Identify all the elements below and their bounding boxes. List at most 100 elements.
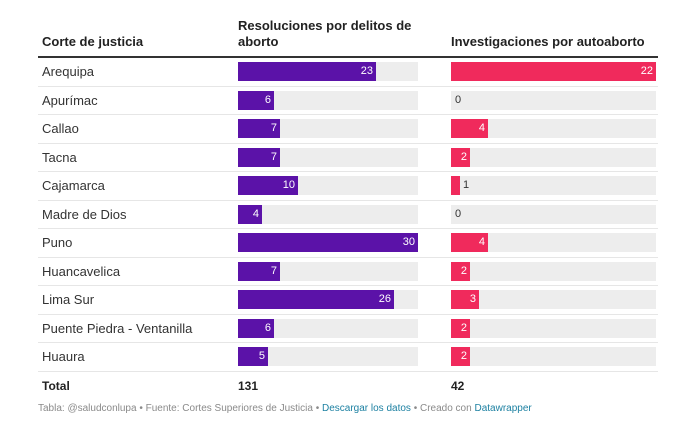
header-resoluciones[interactable]: Resoluciones por delitos de aborto [238,18,412,49]
corte-name: Lima Sur [42,292,95,307]
table-row: Apurímac 6 0 [38,87,658,115]
investigaciones-track: 0 [451,204,656,224]
investigaciones-track: 2 [451,347,656,366]
resoluciones-track: 7 [238,261,418,281]
resoluciones-bar [238,233,418,252]
corte-name: Cajamarca [42,178,105,193]
total-label: Total [42,378,70,393]
header-corte[interactable]: Corte de justicia [42,34,144,49]
corte-name: Arequipa [42,64,95,79]
corte-name: Huancavelica [42,263,121,279]
table-row: Cajamarca 10 1 [38,172,658,201]
resoluciones-value: 26 [378,293,391,305]
resoluciones-value: 6 [264,321,271,334]
resoluciones-bar [238,119,280,138]
resoluciones-bar [238,62,376,81]
investigaciones-bar [451,62,656,81]
investigaciones-value: 22 [640,65,653,77]
resoluciones-bar [238,261,280,281]
investigaciones-track: 3 [451,290,656,309]
investigaciones-bar [451,176,460,195]
total-investigaciones: 42 [451,378,465,393]
download-link[interactable]: Descargar los datos [321,403,411,414]
corte-name: Puno [42,235,73,250]
table-row: Madre de Dios 4 0 [38,201,658,229]
table-row: Tacna 7 2 [38,144,658,172]
resoluciones-bar [238,90,274,110]
resoluciones-track: 30 [238,233,418,252]
resoluciones-value: 7 [270,264,277,277]
investigaciones-value: 0 [455,93,462,106]
investigaciones-track: 0 [451,90,656,110]
header-investigaciones[interactable]: Investigaciones por autoaborto [451,34,645,49]
investigaciones-track: 22 [451,62,656,81]
corte-name: Madre de Dios [42,206,127,222]
investigaciones-value: 1 [463,179,470,191]
total-resoluciones: 131 [238,378,259,393]
table-row: Callao 7 4 [38,115,658,144]
table-header: Corte de justicia Resoluciones por delit… [38,14,658,58]
resoluciones-bar [238,176,298,195]
resoluciones-value: 10 [282,179,295,191]
investigaciones-bar [451,147,470,167]
resoluciones-track: 6 [238,90,418,110]
corte-name: Puente Piedra - Ventanilla [42,320,193,336]
resoluciones-track: 26 [238,290,418,309]
investigaciones-bar [451,233,488,252]
footer: Tabla: @saludconlupa • Fuente: Cortes Su… [38,403,532,414]
investigaciones-value: 2 [460,321,467,334]
resoluciones-bar [238,347,268,366]
investigaciones-value: 2 [460,150,467,163]
table-row: Huancavelica 7 2 [38,258,658,286]
investigaciones-track: 2 [451,318,656,338]
resoluciones-bar [238,147,280,167]
footer-source: Tabla: @saludconlupa • Fuente: Cortes Su… [38,403,322,414]
investigaciones-bar [451,261,470,281]
investigaciones-value: 3 [469,293,476,305]
corte-name: Tacna [42,149,77,165]
resoluciones-value: 23 [360,65,373,77]
resoluciones-value: 7 [270,122,277,134]
data-table: Corte de justicia Resoluciones por delit… [38,14,658,400]
investigaciones-value: 2 [460,264,467,277]
investigaciones-track: 2 [451,147,656,167]
investigaciones-bar [451,347,470,366]
resoluciones-track: 4 [238,204,418,224]
investigaciones-track: 4 [451,119,656,138]
resoluciones-track: 6 [238,318,418,338]
totals-row: Total 131 42 [38,372,658,400]
resoluciones-value: 6 [264,93,271,106]
investigaciones-value: 0 [455,207,462,220]
resoluciones-track: 10 [238,176,418,195]
investigaciones-bar [451,119,488,138]
table-row: Huaura 5 2 [38,343,658,372]
resoluciones-bar [238,290,394,309]
resoluciones-track: 5 [238,347,418,366]
table-row: Lima Sur 26 3 [38,286,658,315]
datawrapper-link[interactable]: Datawrapper [474,403,532,414]
corte-name: Callao [42,121,79,136]
table-body: Arequipa 23 22 Apurímac 6 0 Callao 7 4 Tacna 7 2 Caj… [38,58,658,372]
investigaciones-value: 4 [478,236,485,248]
resoluciones-value: 5 [258,350,265,362]
investigaciones-bar [451,290,479,309]
resoluciones-bar [238,318,274,338]
table-row: Puente Piedra - Ventanilla 6 2 [38,315,658,343]
corte-name: Apurímac [42,92,98,108]
resoluciones-value: 4 [252,207,259,220]
investigaciones-value: 4 [478,122,485,134]
footer-created: • Creado con [410,403,475,414]
resoluciones-track: 23 [238,62,418,81]
investigaciones-track: 1 [451,176,656,195]
resoluciones-value: 7 [270,150,277,163]
resoluciones-track: 7 [238,147,418,167]
investigaciones-bar [451,318,470,338]
table-row: Arequipa 23 22 [38,58,658,87]
resoluciones-bar [238,204,262,224]
corte-name: Huaura [42,349,85,364]
table-row: Puno 30 4 [38,229,658,258]
resoluciones-value: 30 [402,236,415,248]
investigaciones-track: 2 [451,261,656,281]
resoluciones-track: 7 [238,119,418,138]
investigaciones-track: 4 [451,233,656,252]
